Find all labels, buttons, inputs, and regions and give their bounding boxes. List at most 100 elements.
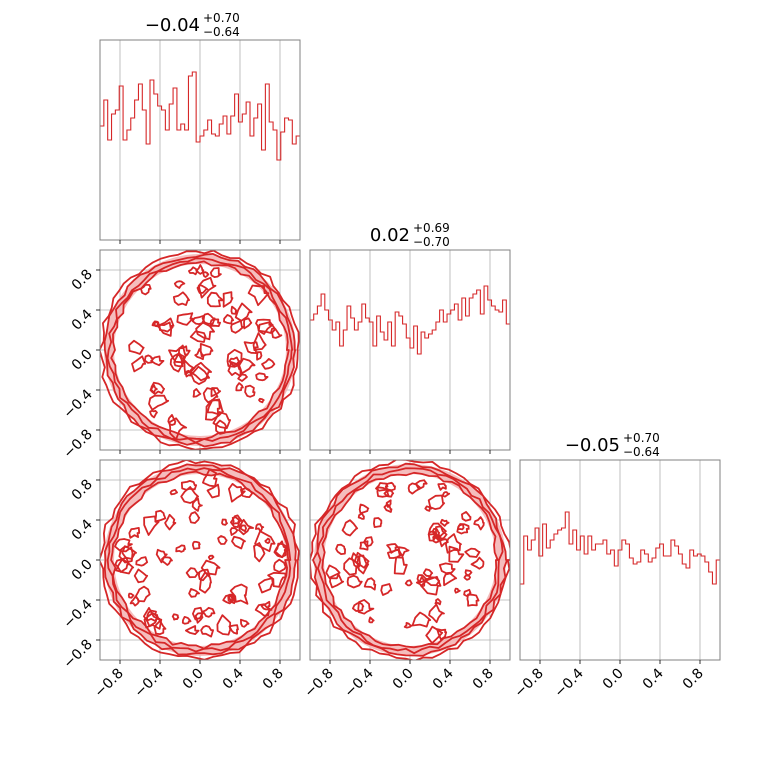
contour-blob-30 — [209, 267, 222, 278]
title-param-3-plus: +0.70 — [623, 431, 660, 445]
contour-blob-4 — [206, 398, 221, 415]
contour-blob-16 — [428, 603, 445, 624]
title-param-3-value: −0.05 — [565, 435, 620, 456]
contour-ring-2 — [316, 467, 504, 655]
contour-blob-12 — [205, 399, 224, 421]
contour-blob-18 — [267, 571, 287, 588]
contour-blob-26 — [172, 291, 190, 306]
title-param-1: −0.04 +0.70 −0.64 — [145, 11, 240, 39]
contour-blob-18 — [128, 339, 145, 355]
y-ticklabel-row2-2: 0.0 — [69, 557, 96, 584]
title-param-2-value: 0.02 — [370, 225, 410, 246]
title-param-3: −0.05 +0.70 −0.64 — [565, 431, 660, 459]
contour-blob-60 — [255, 372, 269, 382]
contour-blob-32 — [253, 542, 266, 563]
contour-blob-59 — [197, 276, 217, 299]
contour-blob-16 — [235, 382, 244, 392]
title-param-2-minus: −0.70 — [413, 235, 450, 249]
contour-blob-3 — [217, 535, 228, 545]
contour-blob-52 — [414, 479, 428, 491]
contour-blob-23 — [448, 545, 465, 563]
contour-blob-25 — [464, 569, 473, 577]
contour-blob-29 — [445, 533, 462, 554]
y-ticklabel-row2-0: −0.8 — [60, 637, 95, 672]
title-param-1-minus: −0.64 — [203, 25, 240, 39]
title-param-1-plus: +0.70 — [203, 11, 240, 25]
contour-blob-13 — [188, 511, 201, 524]
contour-blob-56 — [254, 603, 273, 617]
contour-blob-37 — [385, 499, 392, 508]
contour-blob-11 — [181, 616, 192, 625]
contour-blob-62 — [206, 291, 225, 308]
contour-blob-42 — [243, 341, 259, 354]
contour-blob-36 — [466, 593, 480, 607]
contour-blob-48 — [252, 332, 267, 352]
histogram-panel-1 — [99, 39, 301, 244]
contour-blob-8 — [244, 384, 256, 398]
contour-blob-38 — [357, 599, 375, 615]
contour-blob-9 — [464, 547, 481, 558]
contour-blob-53 — [375, 482, 389, 492]
y-ticklabel-row1-3: 0.4 — [69, 306, 96, 333]
contour-blob-44 — [404, 579, 413, 587]
contour-blob-34 — [383, 489, 395, 498]
contour-blob-48 — [358, 503, 370, 515]
contour-blob-32 — [189, 330, 207, 343]
contour-blob-69 — [164, 513, 177, 531]
contour-blob-40 — [443, 572, 458, 587]
contour-layer — [310, 460, 510, 660]
contour-blob-46 — [424, 576, 441, 587]
contour-ring-0 — [310, 460, 510, 660]
contour-blob-49 — [424, 505, 433, 512]
contour-blob-17 — [230, 305, 238, 315]
contour-ring-2 — [106, 257, 294, 444]
contour-blob-50 — [257, 321, 276, 334]
contour-blob-61 — [169, 488, 178, 496]
contour-blob-33 — [153, 620, 167, 635]
contour-blob-66 — [131, 355, 147, 373]
contour-blob-28 — [221, 518, 228, 526]
contour-blob-32 — [403, 622, 413, 629]
contour-blob-20 — [335, 543, 346, 555]
contour-blob-50 — [397, 546, 410, 558]
x-ticklabel-col2-3: 0.4 — [640, 665, 667, 692]
contour-blob-3 — [341, 519, 359, 537]
contour-blob-64 — [118, 546, 134, 564]
contour-blob-58 — [363, 577, 377, 591]
contour-blob-20 — [261, 358, 276, 370]
contour-blob-24 — [145, 609, 159, 623]
contour-blob-0 — [128, 527, 141, 539]
contour-blob-21 — [175, 544, 186, 553]
contour-blob-22 — [215, 419, 228, 435]
x-ticklabel-col1-2: 0.0 — [390, 666, 417, 693]
contour-blob-64 — [325, 564, 341, 580]
y-ticklabel-row1-2: 0.0 — [69, 347, 96, 374]
contour-blob-7 — [470, 556, 485, 570]
contour-blob-34 — [198, 571, 212, 594]
contour-blob-19 — [380, 583, 393, 596]
contour-blob-65 — [191, 314, 206, 325]
contour-blob-6 — [173, 280, 186, 289]
contour-blob-42 — [230, 514, 243, 528]
title-param-3-minus: −0.64 — [623, 445, 660, 459]
histogram-step-line — [100, 71, 300, 161]
contour-blob-30 — [386, 543, 399, 554]
contour-blob-46 — [185, 625, 200, 635]
contour-blob-22 — [240, 618, 250, 628]
contour-blob-36 — [188, 588, 200, 598]
contour-blob-44 — [260, 600, 271, 611]
contour-blob-67 — [231, 535, 246, 550]
x-ticklabel-col2-0: −0.8 — [511, 666, 546, 701]
contour-blob-58 — [155, 548, 168, 564]
contour-blob-27 — [393, 556, 408, 575]
contour-blob-56 — [376, 486, 390, 498]
contour-ring-0 — [100, 250, 300, 450]
contour-blob-39 — [463, 574, 471, 581]
contour-layer — [100, 460, 300, 660]
contour-blob-31 — [240, 487, 254, 498]
contour-blob-37 — [198, 568, 211, 582]
x-ticklabel-col2-2: 0.0 — [600, 666, 627, 693]
contour-blob-66 — [192, 540, 201, 550]
contour-blob-61 — [428, 530, 440, 542]
contour-blob-62 — [257, 577, 274, 594]
